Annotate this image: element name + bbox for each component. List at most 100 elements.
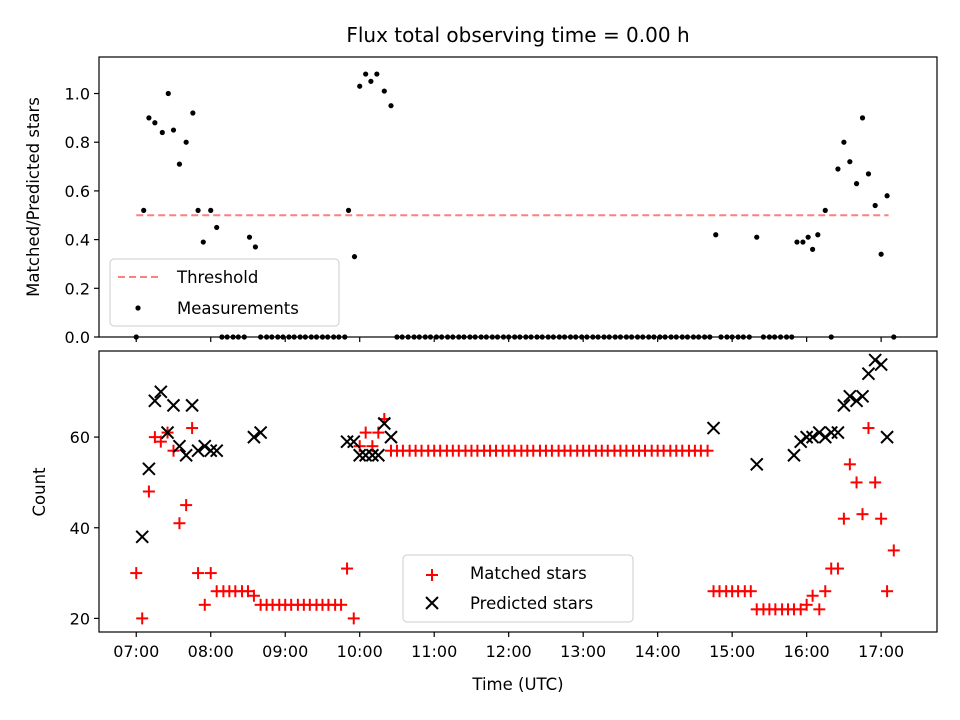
predicted-star-point <box>818 430 832 444</box>
matched-star-point <box>204 567 217 580</box>
matched-star-point <box>813 603 826 616</box>
predicted-star-point <box>805 430 820 444</box>
bottom-y-tick-label: 20 <box>70 609 90 628</box>
x-tick-label: 09:00 <box>262 642 308 661</box>
measurement-point <box>835 166 841 172</box>
x-axis-label: Time (UTC) <box>471 675 563 694</box>
predicted-star-point <box>148 394 162 408</box>
matched-star-point <box>831 562 844 575</box>
predicted-star-point <box>198 439 212 453</box>
measurement-point <box>141 207 147 213</box>
matched-star-point <box>359 426 372 439</box>
measurement-point <box>159 129 165 136</box>
bottom-legend: Matched stars Predicted stars <box>402 554 634 623</box>
measurement-point <box>381 88 387 94</box>
matched-star-point <box>142 485 155 498</box>
measurement-point <box>200 239 206 245</box>
predicted-star-point <box>209 444 224 458</box>
measurement-point <box>252 244 259 250</box>
measurement-point <box>853 181 860 187</box>
top-y-axis-label: Matched/Predicted stars <box>24 97 43 297</box>
chart-title: Flux total observing time = 0.00 h <box>346 23 689 47</box>
predicted-star-point <box>812 425 827 440</box>
measurement-point <box>822 207 828 213</box>
matched-star-point <box>192 567 205 580</box>
legend-threshold-label: Threshold <box>176 268 258 287</box>
measurement-point <box>176 161 183 167</box>
predicted-star-point <box>793 434 808 449</box>
measurement-point <box>152 120 158 126</box>
matched-star-point <box>136 612 149 625</box>
matched-star-point <box>837 512 850 525</box>
predicted-star-point <box>135 530 149 544</box>
matched-star-point <box>180 499 193 512</box>
bottom-legend-box <box>402 554 634 623</box>
predicted-star-point <box>874 357 888 372</box>
measurement-point <box>805 234 811 240</box>
x-tick-label: 17:00 <box>858 642 904 661</box>
measurement-point <box>345 207 352 213</box>
bottom-y-tick-label: 60 <box>70 428 90 447</box>
predicted-star-point <box>154 385 168 399</box>
measurement-point <box>246 234 253 240</box>
predicted-star-point <box>837 398 851 413</box>
x-tick-label: 12:00 <box>486 642 532 661</box>
predicted-star-point <box>855 389 870 404</box>
matched-star-point <box>335 598 348 611</box>
matched-star-point <box>341 562 354 575</box>
bottom-axes-frame <box>98 350 938 633</box>
measurement-point <box>841 139 847 145</box>
predicted-star-point <box>247 430 261 444</box>
legend-matched-swatch <box>426 569 438 581</box>
measurement-point <box>815 232 821 238</box>
measurement-point <box>195 207 201 213</box>
predicted-star-point <box>204 444 218 458</box>
measurement-point <box>865 171 872 177</box>
matched-star-point <box>800 598 813 611</box>
matched-star-point <box>850 476 863 489</box>
predicted-star-point <box>787 448 801 462</box>
top-y-tick-label: 0.6 <box>65 182 90 201</box>
predicted-star-point <box>185 398 199 413</box>
bottom-y-ticks: 20 40 60 <box>70 428 99 628</box>
x-tick-label: 16:00 <box>784 642 830 661</box>
legend-predicted-label: Predicted stars <box>470 594 593 613</box>
matched-star-point <box>806 589 819 602</box>
measurement-point <box>388 103 394 109</box>
matched-star-point <box>843 458 856 471</box>
matched-star-point <box>347 612 360 625</box>
matched-star-point <box>186 422 199 435</box>
measurement-point <box>351 254 358 260</box>
bottom-x-ticks: 07:00 08:00 09:00 10:00 11:00 12:00 13:00 14:00… <box>113 632 904 661</box>
x-tick-label: 13:00 <box>560 642 606 661</box>
measurement-point <box>754 234 760 240</box>
top-legend: Threshold Measurements <box>109 258 340 327</box>
predicted-star-point <box>868 353 882 367</box>
x-tick-label: 07:00 <box>113 642 159 661</box>
legend-measurements-swatch <box>135 305 141 311</box>
predicted-star-point <box>179 448 193 462</box>
legend-predicted-swatch <box>425 596 439 610</box>
predicted-star-point <box>880 430 894 444</box>
measurement-point <box>208 207 214 213</box>
matched-star-point <box>198 598 211 611</box>
predicted-star-point <box>750 457 764 472</box>
measurement-point <box>368 78 374 84</box>
bottom-y-tick-label: 40 <box>70 519 90 538</box>
predicted-star-point <box>172 439 187 453</box>
bottom-panel: 20 40 60 07:00 08:00 09:00 10:00 11:00 12:00 13:… <box>30 350 938 694</box>
top-y-tick-label: 0.4 <box>65 231 90 250</box>
x-tick-label: 14:00 <box>635 642 681 661</box>
matched-star-point <box>887 544 900 557</box>
predicted-star-point <box>166 398 181 413</box>
measurement-point <box>713 232 719 238</box>
measurement-point <box>800 239 806 245</box>
matched-star-point <box>154 435 167 448</box>
top-axes-frame <box>98 56 938 338</box>
measurement-point <box>146 115 152 121</box>
matched-star-point <box>862 422 875 435</box>
matched-star-point <box>869 476 882 489</box>
matched-star-point <box>875 512 888 525</box>
predicted-star-point <box>191 444 205 458</box>
